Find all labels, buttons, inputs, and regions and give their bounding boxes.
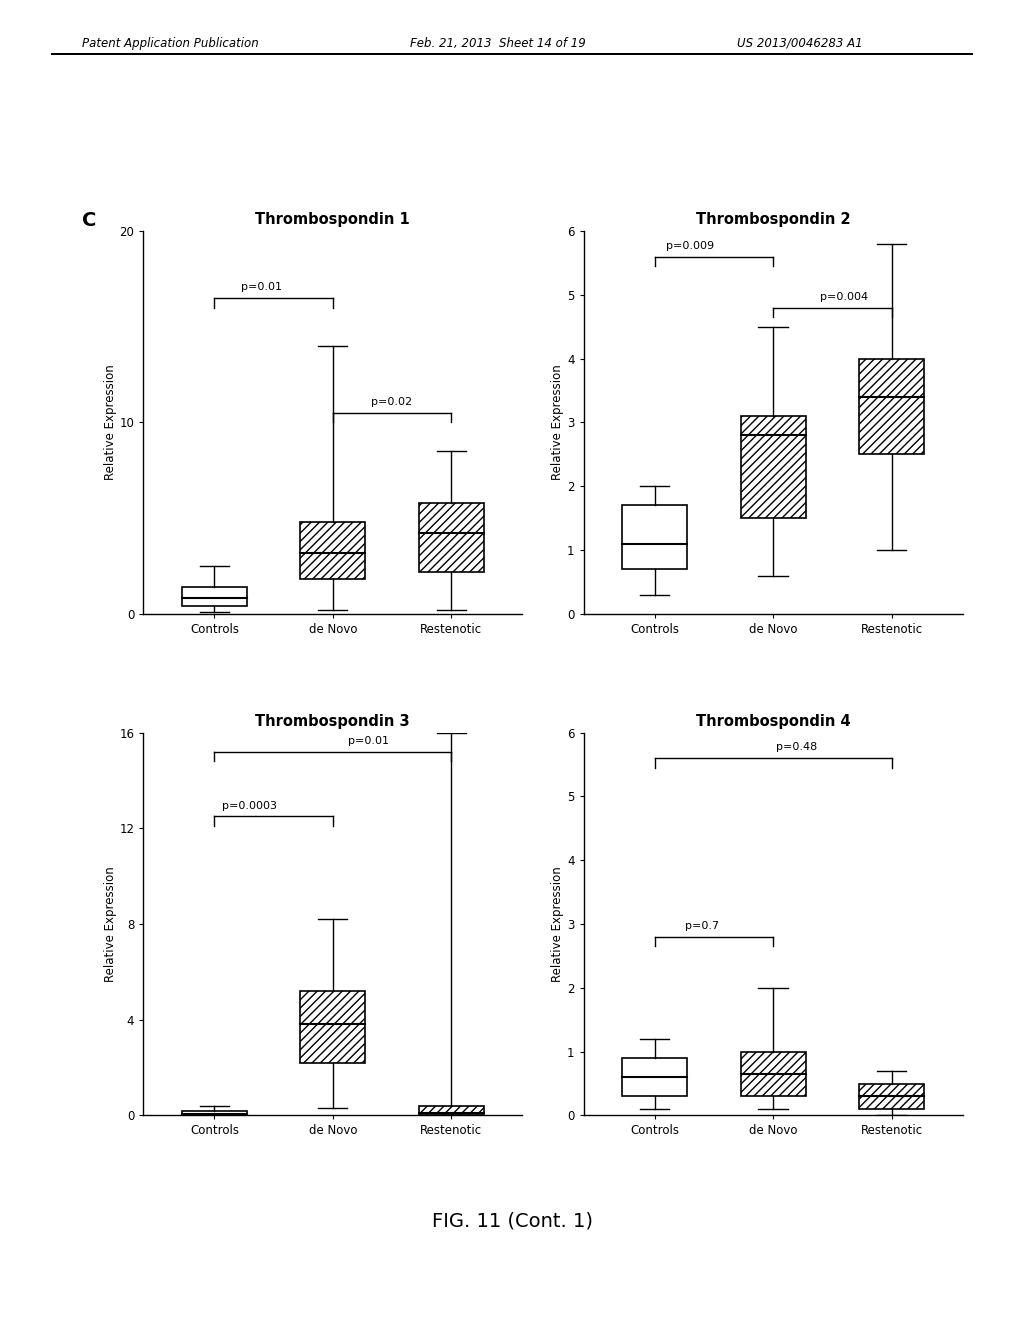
Text: p=0.7: p=0.7 — [685, 921, 719, 931]
Bar — [300, 991, 366, 1063]
Text: p=0.009: p=0.009 — [667, 240, 715, 251]
Bar — [182, 1110, 247, 1115]
Bar — [182, 587, 247, 606]
Title: Thrombospondin 1: Thrombospondin 1 — [255, 213, 411, 227]
Text: US 2013/0046283 A1: US 2013/0046283 A1 — [737, 37, 863, 50]
Text: FIG. 11 (Cont. 1): FIG. 11 (Cont. 1) — [431, 1212, 593, 1230]
Bar — [740, 1052, 806, 1096]
Text: C: C — [82, 211, 96, 230]
Text: p=0.48: p=0.48 — [776, 742, 817, 752]
Bar — [859, 1084, 924, 1109]
Bar — [419, 1106, 483, 1115]
Text: Patent Application Publication: Patent Application Publication — [82, 37, 259, 50]
Bar — [623, 1059, 687, 1096]
Text: Feb. 21, 2013  Sheet 14 of 19: Feb. 21, 2013 Sheet 14 of 19 — [410, 37, 586, 50]
Text: p=0.0003: p=0.0003 — [222, 801, 278, 810]
Bar — [419, 503, 483, 572]
Y-axis label: Relative Expression: Relative Expression — [103, 866, 117, 982]
Bar — [300, 521, 366, 579]
Y-axis label: Relative Expression: Relative Expression — [551, 866, 564, 982]
Y-axis label: Relative Expression: Relative Expression — [103, 364, 117, 480]
Bar — [740, 416, 806, 517]
Bar — [859, 359, 924, 454]
Text: p=0.004: p=0.004 — [820, 292, 868, 302]
Title: Thrombospondin 4: Thrombospondin 4 — [695, 714, 851, 729]
Text: p=0.02: p=0.02 — [372, 397, 413, 407]
Title: Thrombospondin 3: Thrombospondin 3 — [255, 714, 411, 729]
Text: p=0.01: p=0.01 — [242, 282, 283, 292]
Y-axis label: Relative Expression: Relative Expression — [551, 364, 564, 480]
Bar — [623, 506, 687, 569]
Text: p=0.01: p=0.01 — [348, 737, 389, 746]
Title: Thrombospondin 2: Thrombospondin 2 — [695, 213, 851, 227]
